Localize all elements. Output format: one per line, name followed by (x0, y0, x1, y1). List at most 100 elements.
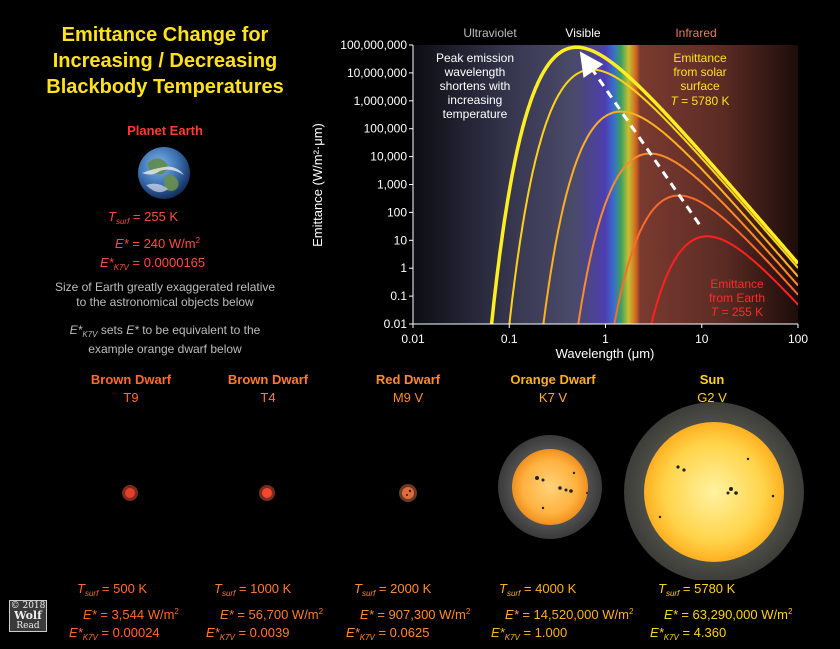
y-tick-label: 1 (400, 261, 407, 275)
chart-axes: 0.01 0.1 1 10 100 1,000 10,000 100,000 1,000,000… (340, 38, 808, 346)
brown-dwarf-t4-core (262, 488, 272, 498)
emittance: E* = 56,700 W/m2 (206, 603, 323, 624)
ek-mid: sets (100, 323, 123, 337)
y-tick-label: 100,000,000 (340, 38, 407, 52)
object-class: M9 V (392, 390, 424, 405)
peak-note-5: temperature (443, 107, 508, 121)
emittance-symbol: E* (220, 607, 234, 622)
y-tick-label: 0.1 (390, 289, 407, 303)
orange-dwarf-disc (512, 449, 588, 525)
title-line-3: Blackbody Temperatures (46, 76, 284, 98)
relative-emittance-sub: K7V (82, 633, 98, 642)
object-class: G2 V (697, 390, 727, 405)
earth-note-t: T (711, 305, 720, 319)
ek-e: E* (126, 323, 139, 337)
y-axis-label: Emittance (W/m²·μm) (310, 123, 325, 247)
relative-emittance-sub: K7V (219, 633, 235, 642)
earth-values: Tsurf = 255 K E* = 240 W/m2 E*K7V = 0.00… (60, 207, 280, 277)
emittance-value: = 907,300 W/m (373, 607, 466, 622)
curve-255k (650, 235, 798, 324)
sun-note: Emittance from solar surface T = 5780 K (670, 51, 729, 108)
band-infrared: Infrared (675, 26, 716, 40)
relative-emittance: E*K7V = 4.360 (650, 624, 792, 647)
emittance: E* = 14,520,000 W/m2 (491, 603, 633, 624)
sun-spots (658, 457, 775, 519)
sun-note-temp: = 5780 K (681, 94, 729, 108)
size-note-line-1: Size of Earth greatly exaggerated relati… (54, 280, 276, 294)
relative-emittance-symbol: E* (491, 625, 505, 640)
emittance: E* = 63,290,000 W/m2 (650, 603, 792, 624)
y-tick-label: 100 (387, 205, 407, 219)
band-visible: Visible (565, 26, 600, 40)
earth-k-value: = 0.0000165 (132, 255, 206, 270)
y-tick-label: 1,000 (377, 178, 407, 192)
relative-emittance: E*K7V = 0.0625 (346, 624, 470, 647)
object-name: Sun (699, 372, 725, 387)
emittance-sup: 2 (318, 607, 324, 616)
surface-temperature-sub: surf (221, 589, 236, 598)
sun-note-1: Emittance (673, 51, 727, 65)
peak-note-2: wavelength (444, 65, 506, 79)
relative-emittance-symbol: E* (346, 625, 360, 640)
object-values: Tsurf = 1000 K E* = 56,700 W/m2 E*K7V = 0.… (206, 580, 323, 647)
x-tick-label: 100 (788, 332, 808, 346)
surface-temperature: Tsurf = 500 K (69, 580, 179, 603)
ek-sub: K7V (82, 330, 98, 339)
y-tick-label: 0.01 (384, 317, 408, 331)
earth-k-symbol: E* (100, 255, 114, 270)
curve-4000k (508, 68, 798, 324)
surface-temperature-sub: surf (84, 589, 99, 598)
red-dwarf-core (402, 487, 414, 499)
earth-note-3: T = 255 K (711, 305, 763, 319)
title-line-2: Increasing / Decreasing (52, 50, 278, 72)
object-heading: Red Dwarf M9 V (338, 371, 478, 407)
emittance-value: = 63,290,000 W/m (677, 607, 788, 622)
object-class: T4 (260, 390, 276, 405)
earth-note-2: from Earth (709, 291, 765, 305)
relative-emittance-sub: K7V (359, 633, 375, 642)
orange-dwarf-spots (535, 471, 588, 510)
emittance-sup: 2 (787, 607, 793, 616)
surface-temperature-sub: surf (665, 589, 680, 598)
ek-prefix: E* (69, 323, 83, 337)
logo-line-2: Wolf (14, 609, 42, 622)
object-class: T9 (123, 390, 139, 405)
surface-temperature-value: = 1000 K (235, 581, 292, 596)
band-ultraviolet: Ultraviolet (463, 26, 517, 40)
earth-heading: Planet Earth (127, 123, 203, 138)
object-name: Brown Dwarf (227, 372, 309, 387)
surface-temperature-symbol: T (658, 581, 666, 596)
x-tick-label: 0.01 (401, 332, 425, 346)
relative-emittance-symbol: E* (650, 625, 664, 640)
red-dwarf-spot (408, 489, 412, 493)
object-values: Tsurf = 2000 K E* = 907,300 W/m2 E*K7V = 0… (346, 580, 470, 647)
logo-line-1: © 2018 (10, 601, 46, 611)
surface-temperature-symbol: T (354, 581, 362, 596)
peak-note: Peak emission wavelength shortens with i… (436, 51, 514, 121)
y-tick-label: 10,000,000 (347, 66, 407, 80)
sun-note-t: T (670, 94, 679, 108)
earth-e-symbol: E* (115, 236, 129, 251)
object-heading: Brown Dwarf T9 (61, 371, 201, 407)
peak-note-3: shortens with (440, 79, 511, 93)
earth-t-sub: surf (115, 217, 130, 226)
sun-disc (644, 422, 784, 562)
relative-emittance-value: = 0.0625 (374, 625, 430, 640)
emittance-symbol: E* (83, 607, 97, 622)
object-heading: Sun G2 V (642, 371, 782, 407)
emittance-value: = 3,544 W/m (96, 607, 175, 622)
ek-rest: to be equivalent to the (142, 323, 261, 337)
object-discs (122, 402, 804, 580)
emittance-symbol: E* (664, 607, 678, 622)
surface-temperature: Tsurf = 4000 K (491, 580, 633, 603)
object-heading: Brown Dwarf T4 (198, 371, 338, 407)
object-name: Red Dwarf (375, 372, 441, 387)
curve-2000k (542, 110, 798, 324)
y-tick-label: 10,000 (370, 150, 407, 164)
x-axis-label: Wavelength (μm) (556, 346, 655, 361)
earth-t-symbol: T (108, 209, 116, 224)
emittance: E* = 3,544 W/m2 (69, 603, 179, 624)
emittance-sup: 2 (174, 607, 179, 616)
earth-note-1: Emittance (710, 277, 764, 291)
surface-temperature: Tsurf = 5780 K (650, 580, 792, 603)
